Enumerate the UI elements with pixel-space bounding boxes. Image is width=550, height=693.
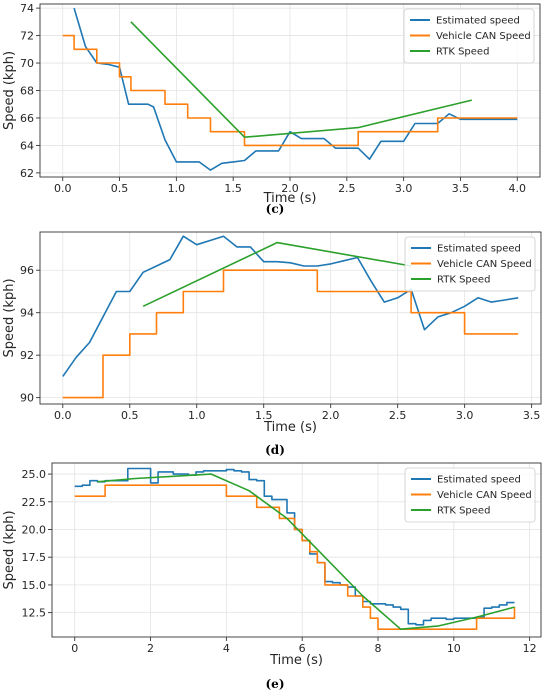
legend: Estimated speed Vehicle CAN Speed RTK Spee…: [403, 8, 535, 64]
chart-0: 0.0 0.5 1.0 1.5 2.0 2.5 3.0 3.5 4.0 62 64 66 68 70 72 7…: [2, 2, 541, 216]
series-line-rtk-speed: [130, 21, 472, 138]
y-tick-label: 25.0: [22, 468, 47, 481]
legend-entry: Estimated speed: [436, 16, 520, 27]
y-tick-label: 68: [20, 85, 34, 98]
plot-frame: [39, 231, 542, 405]
y-axis-label: Speed (kph): [2, 510, 17, 589]
series-line-vehicle-can-speed: [62, 269, 519, 399]
legend-box: [404, 467, 536, 523]
y-tick-label: 12.5: [22, 607, 47, 620]
y-axis-label: Speed (kph): [2, 278, 17, 357]
chart-1: 0.0 0.5 1.0 1.5 2.0 2.5 3.0 3.5 90 92 94 96 Time (s)…: [2, 231, 542, 457]
x-tick-label: 0.0: [54, 409, 72, 422]
y-tick-label: 74: [20, 2, 34, 15]
x-axis-label: Time (s): [269, 653, 323, 668]
x-tick-label: 0.5: [111, 182, 129, 195]
legend-entry: RTK Speed: [437, 275, 490, 286]
x-tick-label: 2: [147, 642, 154, 655]
legend-entry: Vehicle CAN Speed: [437, 259, 532, 270]
x-tick-label: 12: [523, 642, 537, 655]
plot-frame: [51, 462, 542, 638]
legend-box: [404, 236, 536, 292]
x-tick-label: 8: [375, 642, 382, 655]
x-tick-label: 3.0: [456, 409, 474, 422]
legend-box: [403, 8, 535, 64]
legend: Estimated speed Vehicle CAN Speed RTK Spee…: [404, 236, 536, 292]
y-axis-label: Speed (kph): [2, 51, 17, 130]
figure-caption: (d): [265, 443, 285, 457]
y-tick-label: 66: [20, 112, 34, 125]
y-tick-label: 94: [20, 307, 34, 320]
series-line-estimated-speed: [73, 7, 518, 171]
legend-entry: RTK Speed: [436, 47, 489, 58]
legend: Estimated speed Vehicle CAN Speed RTK Spee…: [404, 467, 536, 523]
x-tick-label: 4.0: [509, 182, 527, 195]
chart-2: 0 2 4 6 8 10 12 12.5 15.0 17.5 20.0 22.5 25.0 Time (s…: [2, 462, 542, 691]
x-tick-label: 2.0: [281, 182, 299, 195]
x-axis-label: Time (s): [263, 420, 317, 435]
y-tick-label: 64: [20, 139, 34, 152]
x-tick-label: 3.5: [452, 182, 470, 195]
legend-entry: Estimated speed: [437, 244, 521, 255]
x-tick-label: 0: [71, 642, 78, 655]
series-line-estimated-speed: [62, 235, 519, 377]
x-tick-label: 1.5: [224, 182, 242, 195]
y-tick-label: 90: [20, 392, 34, 405]
plot-frame: [39, 3, 541, 178]
y-tick-label: 17.5: [22, 551, 47, 564]
x-tick-label: 2.0: [322, 409, 340, 422]
x-tick-label: 1.0: [188, 409, 206, 422]
x-tick-label: 3.0: [395, 182, 413, 195]
y-tick-label: 70: [20, 57, 34, 70]
legend-entry: Estimated speed: [437, 475, 521, 486]
series-line-rtk-speed: [97, 473, 515, 630]
legend-entry: Vehicle CAN Speed: [437, 490, 532, 501]
x-tick-label: 0.0: [54, 182, 72, 195]
x-tick-label: 2.5: [389, 409, 407, 422]
series-line-vehicle-can-speed: [62, 34, 518, 147]
y-tick-label: 92: [20, 349, 34, 362]
y-tick-label: 72: [20, 30, 34, 43]
legend-entry: Vehicle CAN Speed: [436, 31, 531, 42]
x-tick-label: 1.0: [168, 182, 186, 195]
x-tick-label: 1.5: [255, 409, 273, 422]
x-tick-label: 3.5: [523, 409, 541, 422]
y-tick-label: 22.5: [22, 496, 47, 509]
y-tick-label: 62: [20, 167, 34, 180]
x-tick-label: 2.5: [338, 182, 356, 195]
figure-caption: (c): [266, 202, 285, 216]
x-tick-label: 4: [223, 642, 230, 655]
y-tick-label: 20.0: [22, 523, 47, 536]
x-tick-label: 0.5: [121, 409, 139, 422]
series-line-vehicle-can-speed: [74, 484, 516, 630]
x-tick-label: 6: [299, 642, 306, 655]
figure-caption: (e): [266, 677, 285, 691]
legend-entry: RTK Speed: [437, 506, 490, 517]
y-tick-label: 15.0: [22, 579, 47, 592]
x-tick-label: 10: [447, 642, 461, 655]
y-tick-label: 96: [20, 264, 34, 277]
x-axis-label: Time (s): [263, 191, 317, 206]
series-line-rtk-speed: [142, 241, 412, 308]
